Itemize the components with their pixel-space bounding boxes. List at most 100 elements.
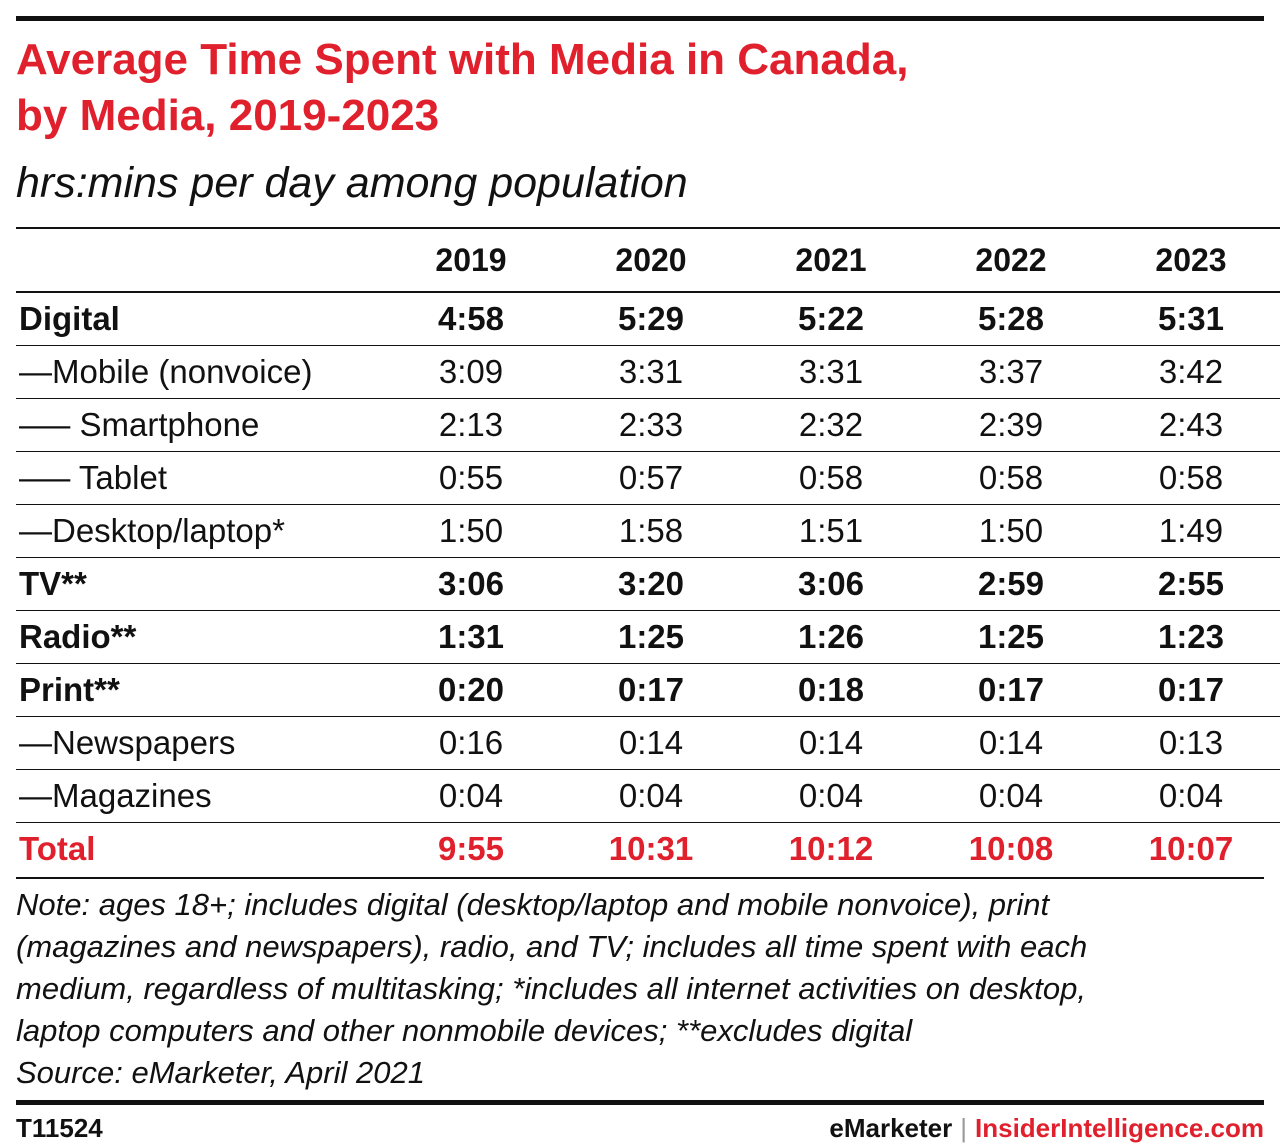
table-cell-value: 0:17 <box>617 670 685 708</box>
table-cell-value: 0:04 <box>1158 776 1224 814</box>
table-cell-value: 0:04 <box>978 776 1044 814</box>
table-row: TV** 3:06 3:20 3:06 2:59 2:55 <box>16 557 1280 610</box>
table-row: —Newspapers 0:16 0:14 0:14 0:14 0:13 <box>16 716 1280 769</box>
brand-separator: | <box>960 1113 968 1143</box>
table-cell-value: 0:04 <box>798 776 864 814</box>
table-cell-value: 1:25 <box>977 617 1045 655</box>
table-cell-value: 0:57 <box>618 458 684 496</box>
brand-insider-intelligence[interactable]: InsiderIntelligence.com <box>975 1113 1264 1143</box>
note-line-1: Note: ages 18+; includes digital (deskto… <box>16 887 1050 922</box>
table-cell-value: 3:31 <box>618 352 684 390</box>
table-cell-value: 5:31 <box>1157 299 1225 337</box>
table-row: —Mobile (nonvoice) 3:09 3:31 3:31 3:37 3:42 <box>16 345 1280 398</box>
table-cell-value: 4:58 <box>437 299 505 337</box>
table-cell-value: 5:28 <box>977 299 1045 337</box>
table-row: —Magazines 0:04 0:04 0:04 0:04 0:04 <box>16 769 1280 822</box>
table-cell-value: 0:58 <box>798 458 864 496</box>
row-label: Digital <box>19 299 120 337</box>
source-line: Source: eMarketer, April 2021 <box>16 1055 425 1090</box>
footer-brand: eMarketer | InsiderIntelligence.com <box>829 1113 1264 1144</box>
table-cell-value: 2:43 <box>1158 405 1224 443</box>
column-header-year: 2020 <box>615 241 687 278</box>
table-cell-value: 2:39 <box>978 405 1044 443</box>
row-label: —– Smartphone <box>19 405 260 443</box>
table-cell-value: 3:20 <box>617 564 685 602</box>
row-label: Total <box>19 829 96 867</box>
table-cell-value: 0:55 <box>438 458 504 496</box>
table-cell-value: 3:37 <box>978 352 1044 390</box>
table-row: Print** 0:20 0:17 0:18 0:17 0:17 <box>16 663 1280 716</box>
row-label: Radio** <box>19 617 137 655</box>
table-cell-value: 0:58 <box>1158 458 1224 496</box>
row-label: —Newspapers <box>19 723 236 761</box>
table-cell-value: 0:14 <box>798 723 864 761</box>
table-cell-value: 2:59 <box>977 564 1045 602</box>
table-cell-value: 1:58 <box>618 511 684 549</box>
table-cell-value: 1:23 <box>1157 617 1225 655</box>
row-label: TV** <box>19 564 87 602</box>
table-cell-value: 1:25 <box>617 617 685 655</box>
table-cell-value: 0:17 <box>977 670 1045 708</box>
chart-title: Average Time Spent with Media in Canada,… <box>16 32 1256 144</box>
table-cell-value: 0:04 <box>438 776 504 814</box>
table-cell-value: 10:31 <box>608 829 694 867</box>
chart-subtitle: hrs:mins per day among population <box>16 159 688 207</box>
table-cell-value: 3:31 <box>798 352 864 390</box>
top-rule <box>16 16 1264 21</box>
row-label: —Magazines <box>19 776 212 814</box>
table-row: Digital 4:58 5:29 5:22 5:28 5:31 <box>16 292 1280 345</box>
title-line-2: by Media, 2019-2023 <box>16 91 440 140</box>
table-cell-value: 0:58 <box>978 458 1044 496</box>
note-line-4: laptop computers and other nonmobile dev… <box>16 1013 913 1048</box>
table-cell-value: 1:49 <box>1158 511 1224 549</box>
row-label: —Desktop/laptop* <box>19 511 285 549</box>
data-table-container: 2019 2020 2021 2022 2023 Digital 4:58 5:29 5:22… <box>16 227 1280 875</box>
title-line-1: Average Time Spent with Media in Canada, <box>16 35 909 84</box>
table-row: Radio** 1:31 1:25 1:26 1:25 1:23 <box>16 610 1280 663</box>
table-cell-value: 1:26 <box>797 617 865 655</box>
chart-note: Note: ages 18+; includes digital (deskto… <box>16 884 1256 1094</box>
table-cell-value: 1:50 <box>978 511 1044 549</box>
table-cell-value: 0:13 <box>1158 723 1224 761</box>
note-line-3: medium, regardless of multitasking; *inc… <box>16 971 1087 1006</box>
row-label: —– Tablet <box>19 458 167 496</box>
table-cell-value: 0:14 <box>618 723 684 761</box>
table-cell-value: 0:14 <box>978 723 1044 761</box>
table-row: —– Tablet 0:55 0:57 0:58 0:58 0:58 <box>16 451 1280 504</box>
table-cell-value: 1:50 <box>438 511 504 549</box>
table-cell-value: 3:09 <box>438 352 504 390</box>
table-cell-value: 5:29 <box>617 299 685 337</box>
table-cell-value: 9:55 <box>437 829 505 867</box>
table-cell-value: 1:31 <box>437 617 505 655</box>
total-rule <box>16 877 1264 879</box>
table-cell-value: 0:20 <box>437 670 505 708</box>
column-header-year: 2023 <box>1155 241 1227 278</box>
column-header-year: 2022 <box>975 241 1047 278</box>
table-row: —Desktop/laptop* 1:50 1:58 1:51 1:50 1:49 <box>16 504 1280 557</box>
data-table: 2019 2020 2021 2022 2023 Digital 4:58 5:29 5:22… <box>16 227 1280 875</box>
table-cell-value: 2:32 <box>798 405 864 443</box>
table-cell-value: 10:08 <box>968 829 1054 867</box>
bottom-rule <box>16 1100 1264 1105</box>
row-label: Print** <box>19 670 120 708</box>
brand-emarketer: eMarketer <box>829 1113 953 1143</box>
table-cell-value: 2:33 <box>618 405 684 443</box>
table-header-row: 2019 2020 2021 2022 2023 <box>16 228 1280 292</box>
table-cell-value: 2:55 <box>1157 564 1225 602</box>
table-cell-value: 2:13 <box>438 405 504 443</box>
row-label: —Mobile (nonvoice) <box>19 352 313 390</box>
chart-id: T11524 <box>16 1113 103 1143</box>
table-cell-value: 10:12 <box>788 829 874 867</box>
column-header-label <box>16 228 381 292</box>
column-header-year: 2019 <box>435 241 507 278</box>
note-line-2: (magazines and newspapers), radio, and T… <box>16 929 1088 964</box>
table-cell-value: 1:51 <box>798 511 864 549</box>
column-header-year: 2021 <box>795 241 867 278</box>
table-cell-value: 3:42 <box>1158 352 1224 390</box>
table-cell-value: 10:07 <box>1148 829 1234 867</box>
table-row: —– Smartphone 2:13 2:33 2:32 2:39 2:43 <box>16 398 1280 451</box>
table-cell-value: 0:16 <box>438 723 504 761</box>
table-body: Digital 4:58 5:29 5:22 5:28 5:31 —Mobile (nonv… <box>16 292 1280 875</box>
table-cell-value: 3:06 <box>437 564 505 602</box>
table-row-total: Total 9:55 10:31 10:12 10:08 10:07 <box>16 822 1280 875</box>
